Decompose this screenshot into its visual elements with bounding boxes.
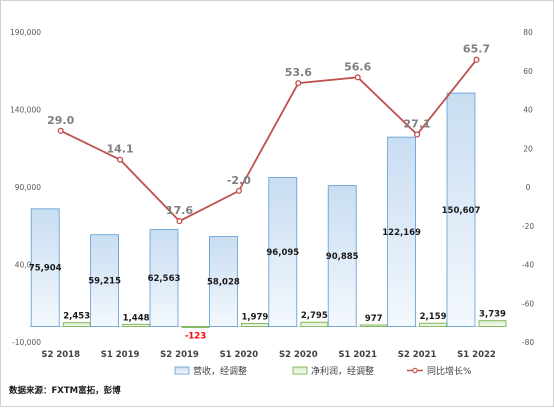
net-profit-bar [359,324,388,327]
revenue-bar [208,236,238,327]
revenue-data-label: 59,215 [88,277,121,287]
right-axis-tick: -40 [522,261,534,270]
net-profit-bar [240,323,269,327]
yoy-growth-point [295,80,302,87]
net-profit-data-label: 2,795 [301,311,328,321]
right-axis-tick: 80 [523,28,533,37]
yoy-growth-point [354,74,361,81]
legend-swatch-revenue [174,366,190,375]
right-axis-tick: 40 [523,106,533,115]
x-axis-tick: S2 2021 [398,350,437,360]
x-axis-tick: S1 2021 [338,350,377,360]
revenue-data-label: 150,607 [442,206,481,216]
yoy-growth-data-label: 27.1 [404,117,431,130]
x-axis-tick: S1 2022 [457,350,496,360]
yoy-growth-data-label: 53.6 [285,66,312,79]
yoy-growth-data-label: -2.0 [227,174,251,187]
right-axis-tick: -20 [522,222,534,231]
revenue-bar [327,185,357,327]
x-axis-tick: S2 2018 [41,350,80,360]
right-axis-tick: -80 [522,338,534,347]
yoy-growth-data-label: 14.1 [107,143,134,156]
net-profit-bar [419,322,448,327]
revenue-bar [30,208,60,327]
revenue-bar [90,234,119,327]
yoy-growth-point [117,156,124,163]
left-axis-tick: 40,000 [15,261,41,270]
left-axis-tick: 90,000 [15,183,41,192]
net-profit-data-label: 1,448 [123,313,150,323]
legend-label-revenue: 营收，经调整 [193,365,247,377]
left-axis-tick: 140,000 [10,106,41,115]
legend-swatch-marker [412,367,418,374]
net-profit-data-label: 2,159 [420,312,447,322]
revenue-data-label: 75,904 [29,264,62,274]
net-profit-data-label: 1,979 [241,312,268,322]
net-profit-data-label: -123 [185,332,206,342]
revenue-data-label: 122,169 [382,228,421,238]
legend: 营收，经调整 净利润，经调整 同比增长% [174,365,472,377]
revenue-bar [387,136,417,327]
yoy-growth-point [473,56,480,63]
revenue-data-label: 58,028 [207,278,240,288]
yoy-growth-data-label: 17.6 [166,204,193,217]
net-profit-data-label: 2,453 [63,312,90,322]
revenue-data-label: 62,563 [148,274,181,284]
net-profit-bar [181,326,210,328]
net-profit-data-label: 977 [365,314,383,324]
right-axis-tick: -60 [522,299,534,308]
right-axis-tick: 0 [526,183,531,192]
net-profit-bar [122,323,150,327]
left-axis-tick: 190,000 [10,28,41,37]
revenue-data-label: 96,095 [266,248,299,258]
yoy-growth-data-label: 29.0 [47,114,74,127]
revenue-bar [446,92,476,327]
right-axis-tick: 20 [523,144,533,153]
yoy-growth-line [60,59,478,223]
x-axis-tick: S2 2019 [160,350,199,360]
legend-swatch-net-profit [292,366,308,375]
net-profit-bar [62,322,91,327]
net-profit-bar [478,320,507,327]
legend-label-growth: 同比增长% [427,365,472,377]
yoy-growth-data-label: 56.6 [344,60,371,73]
yoy-growth-point [414,131,421,138]
revenue-data-label: 90,885 [326,252,359,262]
left-axis-tick: -10,000 [12,338,41,347]
x-axis-tick: S2 2020 [279,350,318,360]
revenue-bar [268,177,298,327]
revenue-bar [149,229,179,327]
net-profit-bar [300,321,329,327]
net-profit-data-label: 3,739 [479,310,506,320]
yoy-growth-data-label: 65.7 [463,43,490,56]
yoy-growth-point [235,187,242,194]
x-axis-tick: S1 2019 [101,350,140,360]
yoy-growth-point [57,127,64,134]
legend-label-net-profit: 净利润，经调整 [311,365,374,377]
source-note: 数据来源：FXTM富拓，彭博 [9,385,121,396]
yoy-growth-point [176,218,183,225]
x-axis-tick: S1 2020 [220,350,259,360]
right-axis-tick: 60 [523,67,533,76]
